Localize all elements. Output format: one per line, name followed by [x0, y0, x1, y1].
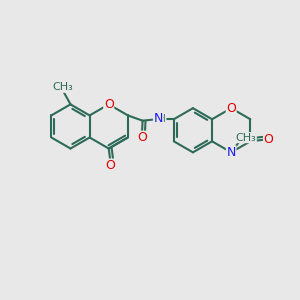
Text: N: N [154, 112, 163, 125]
Text: CH₃: CH₃ [236, 133, 256, 142]
Text: O: O [104, 98, 114, 111]
Text: CH₃: CH₃ [52, 82, 73, 92]
Text: O: O [226, 102, 236, 115]
Text: N: N [226, 146, 236, 159]
Text: O: O [137, 131, 147, 144]
Text: O: O [105, 159, 115, 172]
Text: H: H [158, 114, 166, 124]
Text: O: O [264, 133, 274, 146]
